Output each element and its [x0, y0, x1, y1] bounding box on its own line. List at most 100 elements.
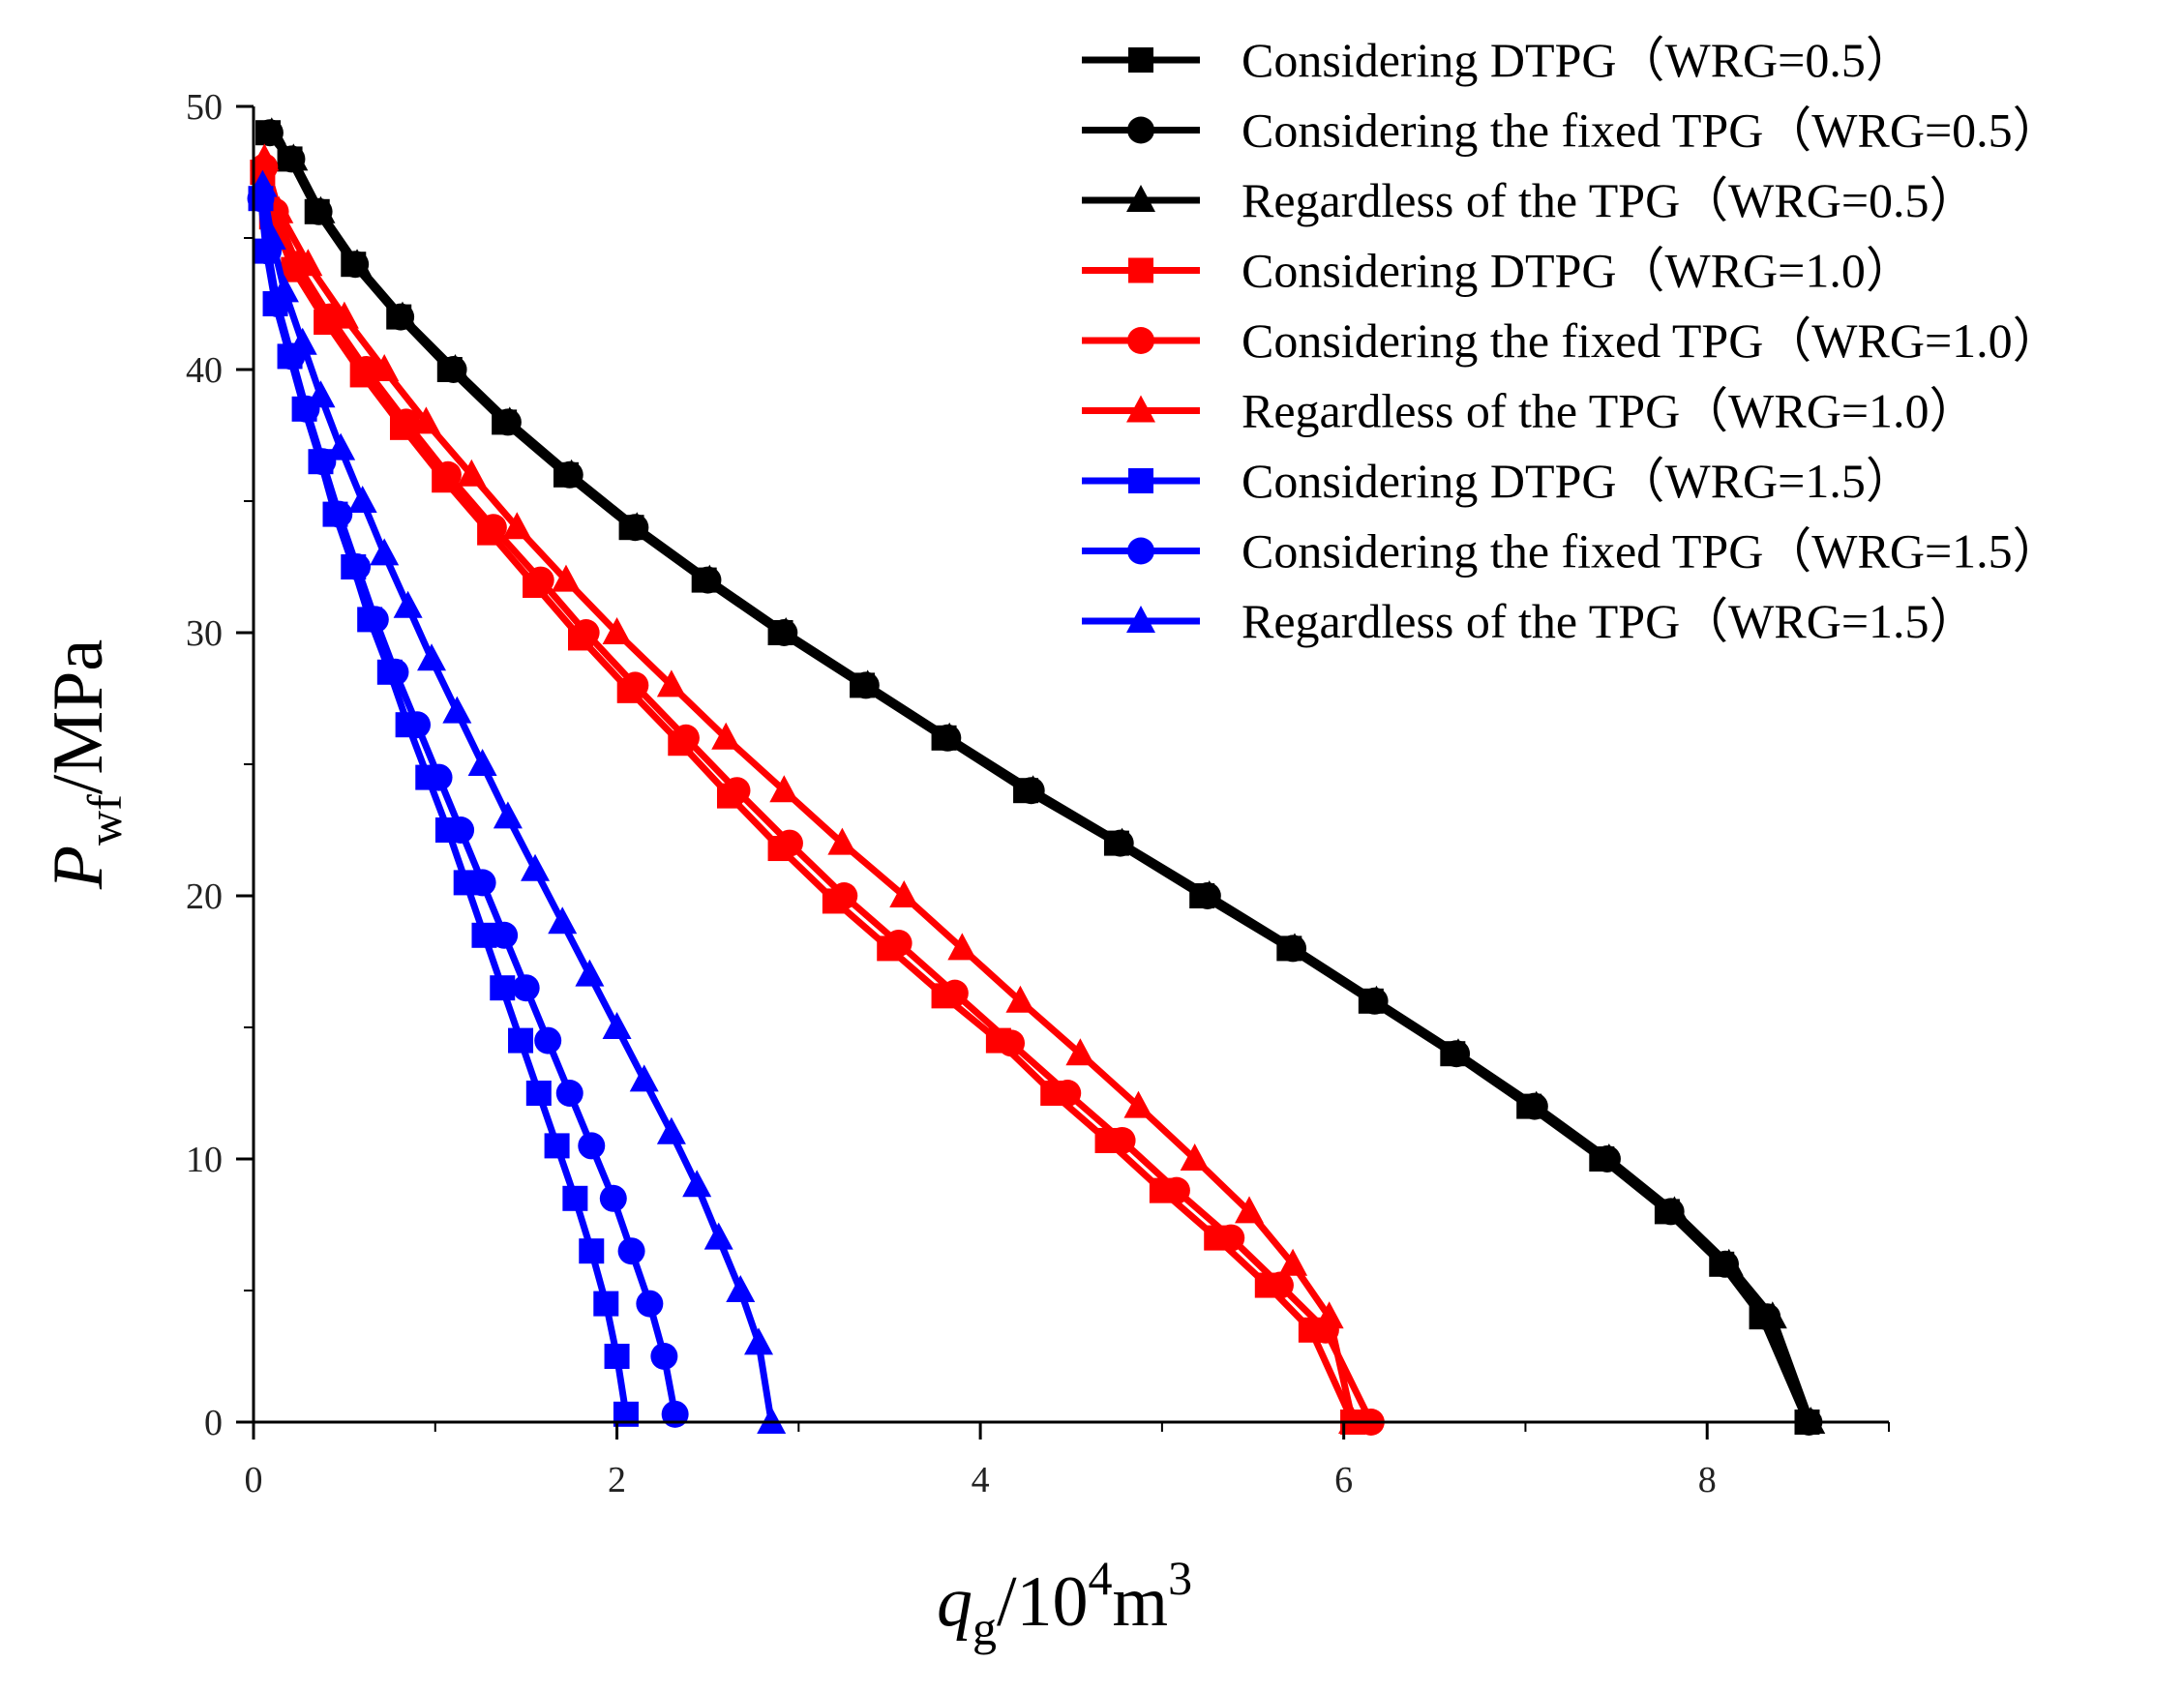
data-point-circle	[578, 1132, 606, 1160]
data-point-circle	[512, 974, 540, 1002]
data-point-circle	[344, 553, 372, 580]
x-tick-label: 2	[608, 1460, 626, 1500]
y-axis-title-subscript: wf	[77, 794, 132, 846]
data-point-triangle	[1521, 1090, 1551, 1118]
data-point-triangle	[656, 669, 686, 698]
data-point-circle	[572, 619, 600, 646]
x-tick-label: 4	[972, 1460, 990, 1500]
data-point-triangle	[411, 406, 441, 434]
legend-label: Regardless of the TPG（WRG=1.5）	[1242, 594, 1978, 648]
data-point-triangle	[703, 1222, 733, 1250]
series-layer	[247, 117, 1826, 1436]
legend-label: Considering the fixed TPG（WRG=1.5）	[1242, 524, 2061, 579]
data-point-circle	[884, 929, 912, 957]
data-point-circle	[526, 566, 554, 594]
x-tick-label: 6	[1334, 1460, 1353, 1500]
data-point-square	[562, 1185, 588, 1211]
data-point-triangle	[1278, 1248, 1308, 1276]
data-point-square	[508, 1027, 534, 1054]
data-point-triangle	[769, 775, 799, 803]
data-point-triangle	[264, 195, 294, 223]
data-point-triangle	[306, 195, 336, 223]
legend-swatch-marker	[1126, 185, 1155, 212]
data-point-triangle	[493, 801, 523, 829]
series-3	[256, 117, 1826, 1434]
data-point-triangle	[1123, 1090, 1153, 1118]
legend-item: Considering the fixed TPG（WRG=1.0）	[1082, 313, 2061, 368]
x-axis-title-unit-a: /10	[997, 1562, 1089, 1642]
data-point-circle	[1266, 1271, 1294, 1299]
data-point-circle	[447, 816, 475, 844]
data-point-square	[525, 1081, 552, 1106]
y-tick-label: 0	[204, 1403, 223, 1443]
data-point-triangle	[347, 486, 377, 513]
data-point-circle	[775, 829, 803, 857]
data-point-triangle	[1660, 1196, 1690, 1224]
data-point-triangle	[935, 722, 965, 750]
legend-swatch-marker	[1128, 257, 1153, 283]
data-point-triangle	[393, 590, 423, 618]
data-point-circle	[534, 1026, 562, 1054]
data-point-triangle	[629, 1064, 659, 1092]
legend-swatch-marker	[1128, 468, 1153, 493]
data-point-circle	[381, 658, 409, 686]
data-point-triangle	[256, 223, 286, 250]
data-point-circle	[1217, 1224, 1245, 1252]
y-tick-label: 50	[186, 87, 223, 128]
y-tick-label: 10	[186, 1140, 223, 1180]
data-point-triangle	[1714, 1248, 1744, 1276]
data-point-triangle	[1180, 1143, 1210, 1171]
data-point-triangle	[287, 327, 317, 355]
legend-item: Considering DTPG（WRG=1.5）	[1082, 454, 1914, 508]
legend-label: Regardless of the TPG（WRG=0.5）	[1242, 173, 1978, 227]
data-point-triangle	[1065, 1038, 1095, 1066]
data-point-triangle	[1005, 985, 1035, 1013]
data-point-circle	[621, 671, 649, 699]
data-point-triangle	[548, 906, 578, 935]
data-point-triangle	[370, 354, 400, 381]
legend-item: Considering DTPG（WRG=1.0）	[1082, 244, 1914, 298]
data-point-triangle	[250, 143, 280, 171]
data-point-triangle	[293, 249, 323, 277]
x-tick-label: 0	[245, 1460, 263, 1500]
legend-item: Considering the fixed TPG（WRG=1.5）	[1082, 524, 2061, 579]
data-point-triangle	[1194, 880, 1224, 907]
data-point-circle	[941, 979, 969, 1007]
data-point-triangle	[248, 169, 278, 197]
data-point-circle	[1054, 1080, 1082, 1107]
data-point-circle	[325, 500, 353, 528]
y-axis-title-main: P	[39, 846, 118, 890]
data-point-circle	[998, 1029, 1026, 1057]
data-point-circle	[392, 408, 420, 436]
data-point-triangle	[556, 459, 586, 487]
data-point-triangle	[1338, 1407, 1368, 1434]
x-axis-title-unit-b: m	[1113, 1562, 1169, 1642]
legend-label: Regardless of the TPG（WRG=1.0）	[1242, 384, 1978, 438]
y-tick-label: 20	[186, 876, 223, 917]
data-point-square	[544, 1133, 570, 1159]
legend-swatch-marker	[1127, 327, 1154, 354]
data-point-triangle	[1235, 1196, 1265, 1224]
data-point-triangle	[457, 459, 487, 487]
x-axis-title-superscript-b: 3	[1168, 1551, 1192, 1605]
data-point-triangle	[502, 512, 532, 540]
legend-swatch-marker	[1126, 606, 1155, 633]
x-axis-title-subscript: g	[972, 1601, 997, 1655]
data-point-triangle	[440, 354, 470, 381]
ticks-layer: 0 2 4 6 8 0 10 20 30 40 50	[186, 87, 1890, 1500]
data-point-circle	[491, 921, 519, 949]
legend-label: Considering the fixed TPG（WRG=1.0）	[1242, 313, 2061, 368]
data-point-triangle	[269, 275, 299, 303]
data-point-triangle	[602, 1012, 632, 1039]
legend-item: Considering the fixed TPG（WRG=0.5）	[1082, 104, 2061, 158]
data-point-triangle	[329, 301, 359, 329]
legend-label: Considering DTPG（WRG=0.5）	[1242, 33, 1914, 87]
data-point-circle	[723, 777, 751, 805]
data-point-triangle	[343, 249, 373, 277]
x-axis-title-main: q	[937, 1562, 972, 1642]
data-point-circle	[425, 763, 453, 791]
data-point-triangle	[494, 406, 524, 434]
data-point-triangle	[656, 1116, 686, 1144]
data-point-triangle	[602, 617, 632, 644]
